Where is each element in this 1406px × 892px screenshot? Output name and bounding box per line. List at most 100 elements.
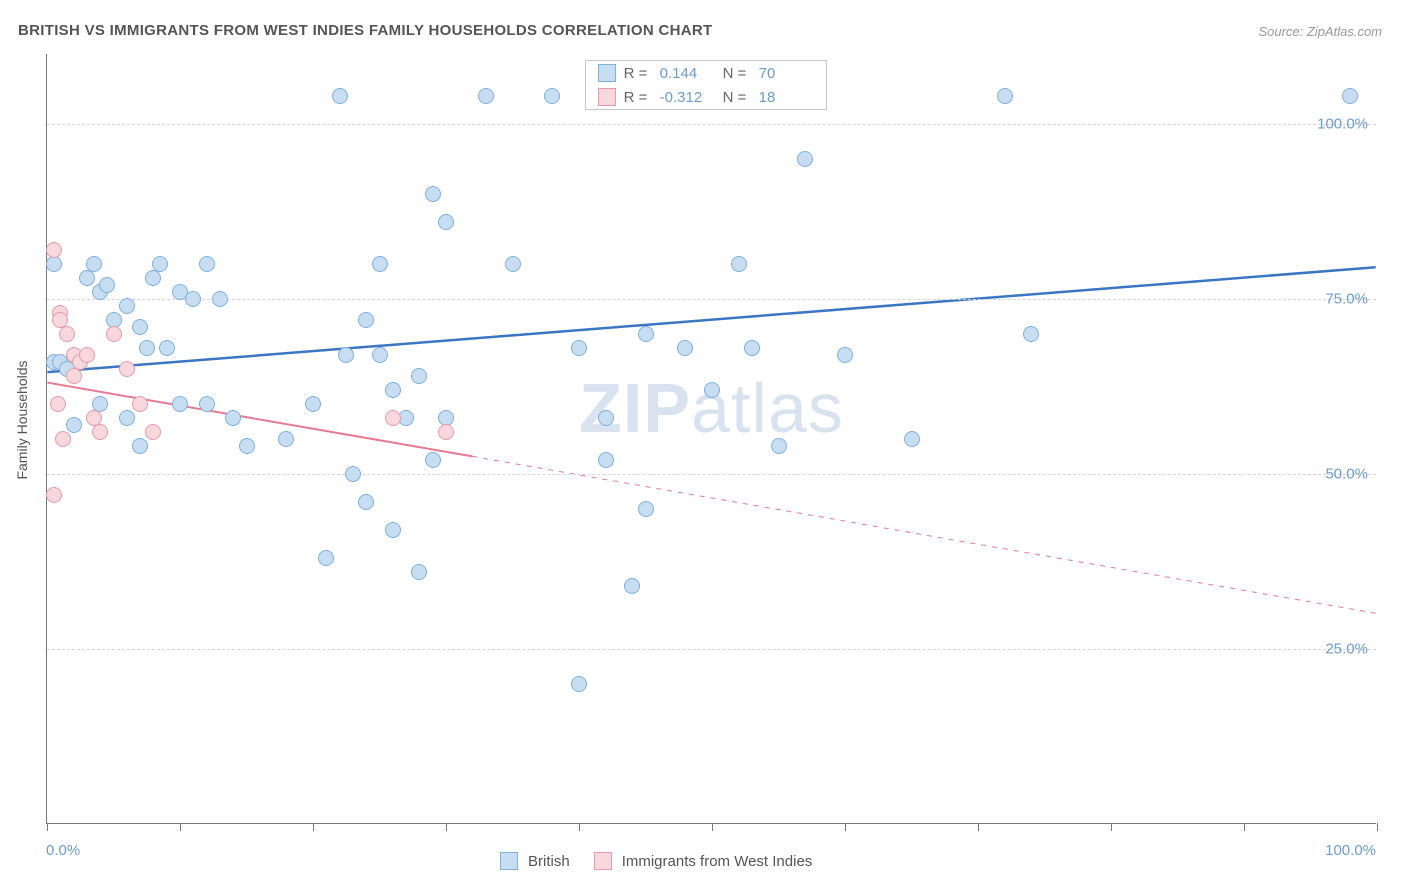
scatter-marker [66, 417, 82, 433]
scatter-marker [145, 424, 161, 440]
legend-stats-row: R = -0.312 N = 18 [586, 85, 826, 109]
scatter-marker [278, 431, 294, 447]
scatter-marker [239, 438, 255, 454]
y-axis-title: Family Households [14, 360, 30, 479]
x-tick [313, 823, 314, 831]
y-tick-label: 100.0% [1317, 116, 1368, 133]
legend-series-name: Immigrants from West Indies [622, 853, 813, 870]
scatter-marker [106, 326, 122, 342]
scatter-marker [638, 326, 654, 342]
legend-stats: R = 0.144 N = 70 R = -0.312 N = 18 [585, 60, 827, 110]
scatter-marker [79, 347, 95, 363]
legend-n-label: N = [723, 89, 751, 106]
scatter-marker [132, 438, 148, 454]
scatter-marker [372, 347, 388, 363]
legend-series-name: British [528, 853, 570, 870]
scatter-marker [139, 340, 155, 356]
y-tick-label: 75.0% [1325, 291, 1368, 308]
scatter-marker [571, 676, 587, 692]
scatter-marker [358, 312, 374, 328]
gridline-h [47, 299, 1376, 300]
x-tick [978, 823, 979, 831]
scatter-marker [1342, 88, 1358, 104]
scatter-marker [425, 452, 441, 468]
scatter-marker [598, 452, 614, 468]
legend-n-value: 18 [759, 89, 814, 106]
watermark: ZIPatlas [579, 368, 844, 448]
x-tick [1377, 823, 1378, 831]
scatter-marker [358, 494, 374, 510]
scatter-marker [704, 382, 720, 398]
x-tick [1111, 823, 1112, 831]
scatter-marker [677, 340, 693, 356]
scatter-marker [411, 564, 427, 580]
legend-r-label: R = [624, 65, 652, 82]
scatter-marker [132, 319, 148, 335]
scatter-marker [638, 501, 654, 517]
scatter-marker [152, 256, 168, 272]
scatter-marker [119, 361, 135, 377]
x-tick [712, 823, 713, 831]
scatter-marker [55, 431, 71, 447]
legend-stats-row: R = 0.144 N = 70 [586, 61, 826, 85]
legend-r-label: R = [624, 89, 652, 106]
legend-swatch [598, 88, 616, 106]
x-tick [180, 823, 181, 831]
scatter-marker [385, 410, 401, 426]
scatter-marker [99, 277, 115, 293]
scatter-marker [199, 256, 215, 272]
scatter-marker [1023, 326, 1039, 342]
scatter-marker [159, 340, 175, 356]
scatter-marker [212, 291, 228, 307]
scatter-marker [624, 578, 640, 594]
scatter-marker [119, 298, 135, 314]
scatter-marker [904, 431, 920, 447]
scatter-marker [92, 424, 108, 440]
source-label: Source: ZipAtlas.com [1258, 24, 1382, 39]
scatter-marker [318, 550, 334, 566]
scatter-marker [598, 410, 614, 426]
scatter-marker [185, 291, 201, 307]
scatter-marker [385, 382, 401, 398]
x-tick [446, 823, 447, 831]
scatter-marker [86, 256, 102, 272]
scatter-marker [305, 396, 321, 412]
scatter-marker [438, 214, 454, 230]
x-tick [845, 823, 846, 831]
scatter-marker [199, 396, 215, 412]
legend-n-label: N = [723, 65, 751, 82]
plot-area: ZIPatlas 25.0%50.0%75.0%100.0% [46, 54, 1376, 824]
scatter-marker [172, 396, 188, 412]
scatter-marker [771, 438, 787, 454]
scatter-marker [46, 242, 62, 258]
scatter-marker [425, 186, 441, 202]
scatter-marker [132, 396, 148, 412]
scatter-marker [997, 88, 1013, 104]
scatter-marker [505, 256, 521, 272]
scatter-marker [544, 88, 560, 104]
scatter-marker [225, 410, 241, 426]
scatter-marker [46, 487, 62, 503]
scatter-marker [438, 424, 454, 440]
scatter-marker [332, 88, 348, 104]
scatter-marker [744, 340, 760, 356]
scatter-marker [145, 270, 161, 286]
legend-r-value: 0.144 [660, 65, 715, 82]
x-tick [579, 823, 580, 831]
x-tick [1244, 823, 1245, 831]
scatter-marker [478, 88, 494, 104]
y-tick-label: 25.0% [1325, 641, 1368, 658]
legend-swatch [598, 64, 616, 82]
scatter-marker [66, 368, 82, 384]
gridline-h [47, 649, 1376, 650]
scatter-marker [797, 151, 813, 167]
scatter-marker [50, 396, 66, 412]
chart-title: BRITISH VS IMMIGRANTS FROM WEST INDIES F… [18, 22, 712, 39]
scatter-marker [345, 466, 361, 482]
x-tick-label-max: 100.0% [1325, 842, 1376, 859]
scatter-marker [571, 340, 587, 356]
legend-swatch [500, 852, 518, 870]
legend-series: British Immigrants from West Indies [500, 852, 826, 870]
scatter-marker [119, 410, 135, 426]
scatter-marker [731, 256, 747, 272]
